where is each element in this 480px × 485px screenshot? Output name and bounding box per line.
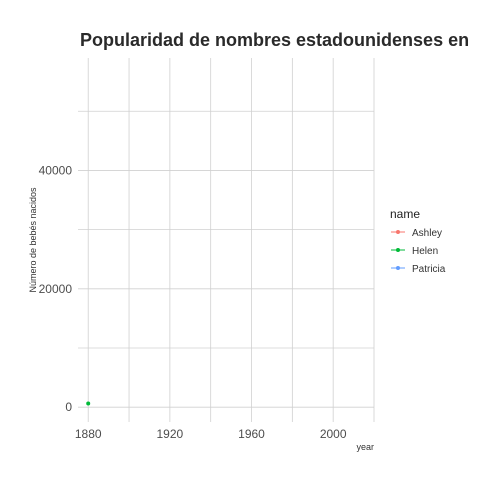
y-tick-label: 0 [65,400,72,414]
legend: name Ashley Helen Patricia [390,207,446,275]
y-tick-label: 20000 [39,282,73,296]
x-tick-label: 1920 [157,427,184,441]
legend-label: Helen [412,246,438,257]
legend-key-point [396,248,400,252]
grid [78,58,375,422]
legend-key-point [396,230,400,234]
legend-items: Ashley Helen Patricia [391,228,446,275]
series-layer [86,401,91,406]
chart-title: Popularidad de nombres estadounidenses e… [80,30,469,50]
x-tick-label: 2000 [320,427,347,441]
legend-label: Ashley [412,228,442,239]
y-tick-label: 40000 [39,163,73,177]
y-axis-label: Número de bebés nacidos [28,187,38,293]
legend-title: name [390,207,420,221]
x-tick-label: 1960 [238,427,265,441]
legend-key-point [396,266,400,270]
x-axis-label: year [356,442,374,452]
data-point [86,401,91,406]
x-tick-label: 1880 [75,427,102,441]
legend-label: Patricia [412,264,446,275]
